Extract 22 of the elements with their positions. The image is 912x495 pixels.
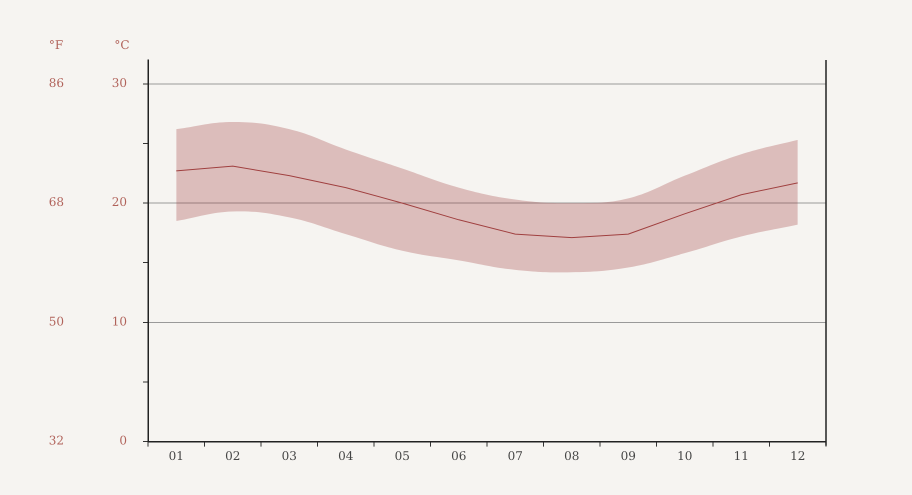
y-tick-label: 30 [112,76,127,90]
y2-tick-label: 86 [48,76,64,90]
x-tick-label: 07 [508,448,523,463]
y-tick-label: 10 [112,314,127,328]
y2-tick-label: 32 [48,434,64,448]
x-tick-label: 04 [338,448,354,463]
x-tick-label: 02 [225,448,240,463]
x-tick-label: 03 [282,448,297,463]
x-tick-label: 12 [790,448,806,463]
x-tick-label: 06 [451,448,466,463]
x-tick-label: 11 [734,448,749,463]
x-tick-label: 09 [620,448,636,463]
y2-tick-label: 68 [48,195,64,210]
y-tick-label: 0 [119,434,127,448]
y-axis-title: °C [114,38,130,52]
y2-tick-label: 50 [48,314,64,328]
x-tick-label: 08 [564,448,580,463]
x-tick-label: 10 [677,448,692,463]
x-tick-label: 05 [394,448,410,463]
y2-axis-title: °F [48,38,64,52]
x-tick-label: 01 [168,448,184,463]
y-tick-label: 20 [112,195,127,210]
